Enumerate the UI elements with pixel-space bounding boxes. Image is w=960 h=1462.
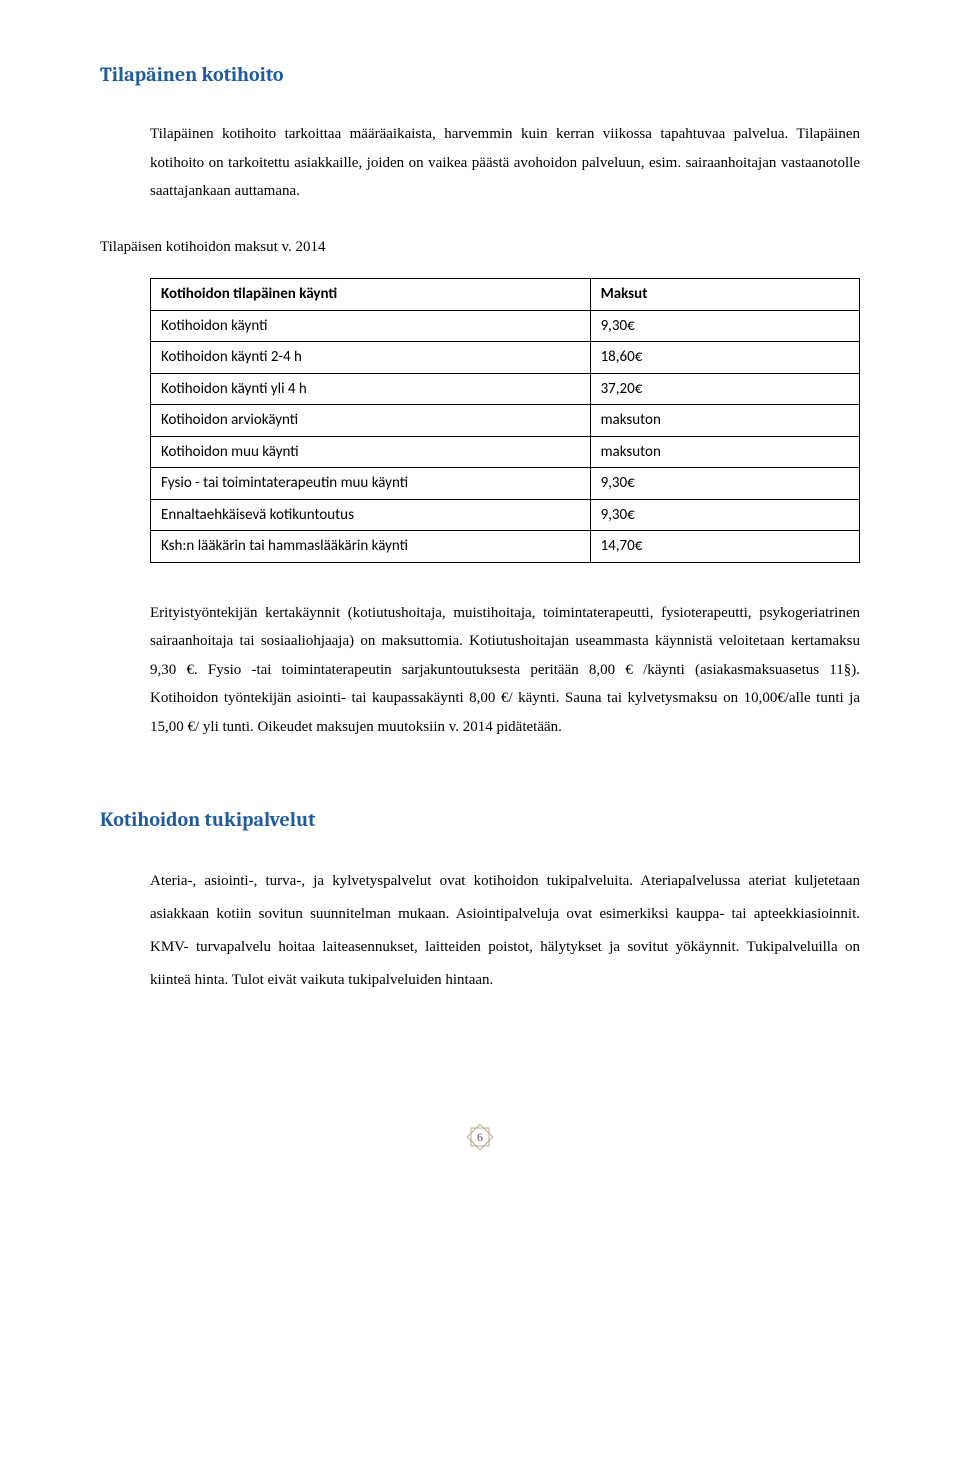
table-row: Fysio - tai toimintaterapeutin muu käynt… — [151, 468, 860, 500]
tukipalvelut-paragraph: Ateria-, asiointi-, turva-, ja kylvetysp… — [150, 865, 860, 997]
fees-notes-paragraph: Erityistyöntekijän kertakäynnit (kotiutu… — [150, 599, 860, 742]
table-cell: Ksh:n lääkärin tai hammaslääkärin käynti — [151, 531, 591, 563]
table-row: Kotihoidon käynti 9,30€ — [151, 310, 860, 342]
table-row: Kotihoidon muu käynti maksuton — [151, 436, 860, 468]
table-cell: Ennaltaehkäisevä kotikuntoutus — [151, 499, 591, 531]
table-cell: Kotihoidon käynti 2-4 h — [151, 342, 591, 374]
fees-table: Kotihoidon tilapäinen käynti Maksut Koti… — [150, 278, 860, 563]
page-ornament-icon: 6 — [460, 1117, 500, 1157]
table-header-cell: Maksut — [590, 279, 859, 311]
table-cell: 14,70€ — [590, 531, 859, 563]
table-cell: Fysio - tai toimintaterapeutin muu käynt… — [151, 468, 591, 500]
table-row: Kotihoidon arviokäynti maksuton — [151, 405, 860, 437]
table-cell: 37,20€ — [590, 373, 859, 405]
table-cell: Kotihoidon käynti yli 4 h — [151, 373, 591, 405]
section-heading-tukipalvelut: Kotihoidon tukipalvelut — [100, 805, 860, 835]
table-cell: 9,30€ — [590, 499, 859, 531]
table-row: Ksh:n lääkärin tai hammaslääkärin käynti… — [151, 531, 860, 563]
table-header-cell: Kotihoidon tilapäinen käynti — [151, 279, 591, 311]
table-cell: maksuton — [590, 436, 859, 468]
table-cell: 9,30€ — [590, 310, 859, 342]
page-footer: 6 — [100, 1117, 860, 1165]
table-header-row: Kotihoidon tilapäinen käynti Maksut — [151, 279, 860, 311]
section-heading-tilapainen: Tilapäinen kotihoito — [100, 60, 860, 90]
table-row: Kotihoidon käynti 2-4 h 18,60€ — [151, 342, 860, 374]
table-cell: Kotihoidon käynti — [151, 310, 591, 342]
table-intro-line: Tilapäisen kotihoidon maksut v. 2014 — [100, 236, 860, 259]
page-number: 6 — [477, 1128, 483, 1146]
table-row: Ennaltaehkäisevä kotikuntoutus 9,30€ — [151, 499, 860, 531]
table-cell: Kotihoidon muu käynti — [151, 436, 591, 468]
table-cell: Kotihoidon arviokäynti — [151, 405, 591, 437]
table-cell: maksuton — [590, 405, 859, 437]
intro-paragraph: Tilapäinen kotihoito tarkoittaa määräaik… — [150, 120, 860, 206]
table-row: Kotihoidon käynti yli 4 h 37,20€ — [151, 373, 860, 405]
table-cell: 9,30€ — [590, 468, 859, 500]
table-cell: 18,60€ — [590, 342, 859, 374]
